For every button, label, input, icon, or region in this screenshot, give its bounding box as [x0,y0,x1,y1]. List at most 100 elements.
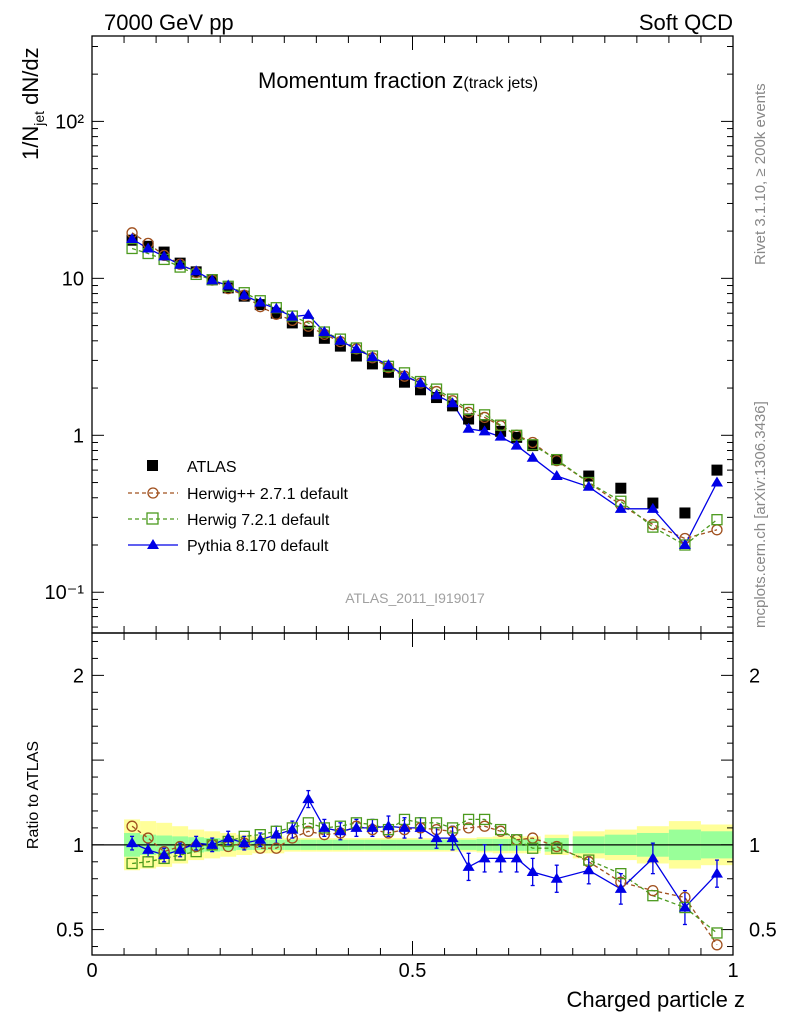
herwig7-point [711,514,723,526]
analysis-id: ATLAS_2011_I919017 [345,590,485,606]
pythia-point [334,334,347,345]
herwigpp-ratio-point [126,820,138,832]
herwigpp-ratio-point [711,939,723,951]
legend-label-atlas: ATLAS [187,459,237,476]
x-tick-label: 0.5 [399,960,427,982]
pythia-ratio-point [222,832,235,843]
title-sub: (track jets) [463,75,538,92]
herwig7-ratio-point [462,813,475,826]
ratio-tick-label-right: 2 [749,665,760,687]
atlas-point [711,464,723,476]
pythia-point [550,470,563,481]
pythia-point [382,359,395,370]
atlas-point [415,384,427,396]
ratio-tick-label-left: 1 [73,835,84,857]
atlas-point [398,376,410,388]
pythia-ratio-point [646,852,659,863]
atlas-point [583,470,595,482]
pythia-ratio-point [550,872,563,883]
legend-marker-herwigpp [147,487,159,499]
pythia-point [318,326,331,337]
herwig7-point [494,419,507,431]
legend-marker-atlas [147,460,158,471]
ratio-tick-label-right: 1 [749,835,760,857]
pythia-point [646,502,659,513]
y-axis-label-part2: dN/dz [18,47,43,111]
herwig7-point [462,403,475,416]
pythia-ratio-point [614,882,627,893]
atlas-point [463,413,475,425]
atlas-point [318,332,330,344]
herwig7-ratio-point [302,817,314,829]
pythia-point [366,351,379,362]
herwig7-ratio-point [615,868,627,880]
pythia-ratio-point [270,828,283,839]
ratio-tick-label-left: 0.5 [56,920,84,942]
pythia-point [494,430,507,441]
pythia-ratio-point [414,821,427,832]
pythia-point [238,289,251,300]
pythia-ratio-point [174,843,187,854]
pythia-point [678,539,691,550]
pythia-ratio-point [678,901,691,912]
legend-label-pythia: Pythia 8.170 default [187,538,329,555]
pythia-point [206,274,219,285]
atlas-point [479,419,491,431]
pythia-ratio-point [350,821,363,832]
pythia-ratio-point [318,821,331,832]
herwig7-point [478,409,491,421]
atlas-point [286,317,298,329]
pythia-point [526,451,539,462]
herwig7-ratio-point [430,817,443,829]
pythia-ratio-point [526,865,539,876]
herwig7-ratio-point [126,857,138,870]
title-main: Momentum fraction z [258,68,463,93]
atlas-point [350,350,362,362]
ratio-tick-label-left: 2 [73,665,84,687]
herwig7-ratio-point [527,842,539,854]
herwig7-point [126,242,138,255]
y-axis-label: 1/Njet dN/dz [18,47,47,160]
y-tick-label: 10² [55,111,84,133]
legend-marker-herwig7 [146,512,159,525]
legend-marker-pythia [147,539,159,549]
ratio-tick-label-right: 0.5 [749,920,777,942]
pythia-ratio-point [302,793,315,804]
y-tick-label: 1 [73,425,84,447]
atlas-point [615,482,627,494]
atlas-point [366,358,378,370]
pythia-ratio-point [158,849,171,860]
herwig7-ratio-point [511,834,523,846]
pythia-ratio-point [494,852,507,863]
rivet-label: Rivet 3.1.10, ≥ 200k events [752,83,769,265]
pythia-point [414,377,427,388]
x-axis-label: Charged particle z [566,987,745,1012]
legend-label-herwig7: Herwig 7.2.1 default [187,512,330,529]
atlas-point [511,431,523,443]
pythia-ratio-point [462,860,475,871]
y-axis-label-part1: 1/N [18,126,43,160]
pythia-point [270,302,283,313]
pythia-ratio-point [430,832,443,843]
pythia-point [350,342,363,353]
pythia-ratio-point [190,837,203,848]
atlas-point [679,507,691,519]
pythia-ratio-point [334,825,347,836]
y-tick-label: 10 [62,268,84,290]
mcplots-label: mcplots.cern.ch [arXiv:1306.3436] [752,401,769,628]
herwigpp-ratio-point [270,842,282,854]
data-layer [126,227,723,951]
herwig7-ratio-point [142,856,154,868]
legend-label-herwigpp: Herwig++ 2.7.1 default [187,486,349,503]
pythia-point [510,439,523,450]
pythia-point [126,233,139,244]
pythia-point [142,242,155,253]
herwigpp-ratio-point [478,820,491,832]
pythia-point [302,308,315,319]
herwig7-ratio-point [494,823,507,836]
pythia-ratio-point [446,832,459,843]
pythia-ratio-point [710,867,723,878]
pythia-point [478,425,491,436]
pythia-point [582,480,595,491]
